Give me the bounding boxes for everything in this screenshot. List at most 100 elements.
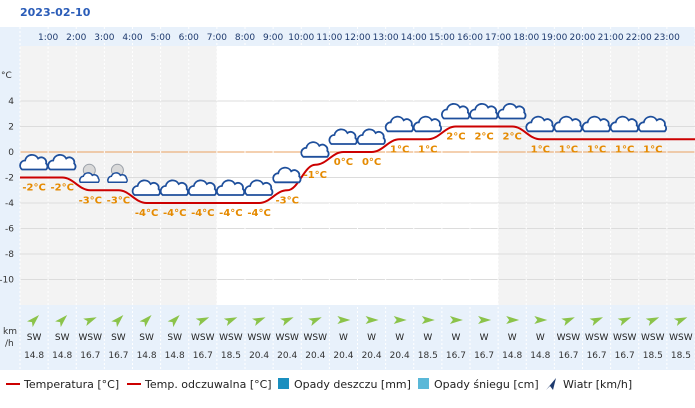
- wind-row: km/h SW 14.8 SW 14.8 WSW 16.7 SW 16.7 SW 14.8 SW 14.…: [3, 315, 693, 361]
- temperature-label: 1°C: [643, 144, 662, 155]
- y-tick-label: 4: [8, 97, 14, 107]
- series-lines: [20, 125, 695, 204]
- temperature-label: 2°C: [474, 132, 493, 143]
- wind-direction-label: W: [480, 333, 489, 343]
- hour-label: 19:00: [541, 33, 567, 43]
- cloud-icon: [384, 115, 414, 133]
- wind-arrow-icon: [561, 317, 575, 327]
- hour-label: 13:00: [373, 33, 399, 43]
- cloud-night-icon: [79, 163, 100, 184]
- cloud-icon: [553, 115, 583, 133]
- temperature-label: -4°C: [247, 208, 270, 219]
- hour-label: 9:00: [263, 33, 283, 43]
- wind-arrow-icon: [280, 317, 294, 327]
- weather-icons: [19, 103, 667, 196]
- wind-arrow-icon: [589, 317, 604, 327]
- wind-arrow-shape: [280, 317, 294, 327]
- wind-arrow-icon: [167, 315, 180, 328]
- legend-wind-icon: [546, 378, 556, 390]
- wind-arrow-shape: [195, 317, 210, 327]
- wind-direction-label: WSW: [275, 333, 299, 343]
- wind-arrow-shape: [308, 317, 322, 327]
- wind-speed-label: 14.8: [137, 351, 157, 361]
- cloud-icon: [272, 166, 302, 184]
- temperature-label: 1°C: [559, 144, 578, 155]
- wind-arrow-shape: [617, 317, 632, 327]
- cloud-shape: [553, 115, 583, 133]
- temperature-label: -3°C: [107, 195, 130, 206]
- wind-speed-label: 16.7: [80, 351, 100, 361]
- legend-rain-label: Opady deszczu [mm]: [294, 378, 411, 391]
- wind-direction-label: WSW: [669, 333, 693, 343]
- temperature-label: -4°C: [191, 208, 214, 219]
- wind-arrow-shape: [27, 315, 40, 328]
- wind-arrow-icon: [139, 315, 152, 328]
- y-axis: °C 4 2 0 -2 -4 -6 -8 -10: [0, 71, 14, 286]
- wind-arrow-shape: [534, 316, 548, 324]
- wind-speed-label: 14.8: [165, 351, 185, 361]
- legend-snow-swatch: [418, 378, 429, 389]
- wind-arrow-shape: [365, 316, 379, 324]
- wind-arrow-shape: [252, 317, 266, 327]
- cloud-icon: [356, 128, 386, 145]
- cloud-shape: [328, 128, 358, 145]
- cloud-icon: [525, 115, 555, 133]
- wind-arrow-icon: [673, 317, 688, 327]
- legend-feels-like-label: Temp. odczuwalna [°C]: [144, 378, 272, 391]
- cloud-icon: [637, 115, 667, 133]
- wind-direction-label: WSW: [557, 333, 581, 343]
- cloud-shape: [131, 179, 161, 196]
- temperature-label: 0°C: [334, 157, 353, 168]
- temperature-line: [20, 125, 695, 204]
- wind-arrow-shape: [139, 315, 152, 328]
- cloud-shape: [525, 115, 555, 133]
- y-tick-label: -8: [5, 250, 14, 260]
- wind-speed-label: 20.4: [277, 351, 297, 361]
- wind-arrow-shape: [589, 317, 604, 327]
- temperature-label: -4°C: [163, 208, 186, 219]
- hour-label: 17:00: [485, 33, 511, 43]
- wind-speed-label: 20.4: [362, 351, 382, 361]
- wind-direction-label: SW: [111, 333, 126, 343]
- hour-label: 6:00: [179, 33, 199, 43]
- cloud-icon: [216, 179, 246, 196]
- axis-strip: [0, 27, 20, 370]
- temperature-label: 0°C: [362, 157, 381, 168]
- temperature-label: -4°C: [219, 208, 242, 219]
- wind-direction-label: W: [451, 333, 460, 343]
- cloud-icon: [19, 154, 49, 171]
- temperature-label: 1°C: [418, 144, 437, 155]
- cloud-shape: [412, 115, 442, 133]
- hour-strip: [0, 27, 695, 46]
- wind-direction-label: W: [423, 333, 432, 343]
- wind-direction-label: WSW: [304, 333, 328, 343]
- wind-arrow-icon: [617, 317, 632, 327]
- y-tick-label: 0: [8, 148, 14, 158]
- wind-arrow-shape: [561, 317, 575, 327]
- cloud-icon: [497, 103, 527, 120]
- wind-arrow-icon: [393, 316, 407, 324]
- cloud-shape: [159, 179, 189, 196]
- cloud-shape: [469, 103, 499, 120]
- wind-direction-label: SW: [167, 333, 182, 343]
- hour-label: 11:00: [316, 33, 342, 43]
- cloud-shape: [19, 154, 49, 171]
- hour-label: 15:00: [429, 33, 455, 43]
- wind-arrow-shape: [223, 317, 238, 327]
- wind-arrow-shape: [55, 315, 68, 328]
- cloud-shape: [441, 103, 471, 120]
- cloud-shape: [47, 154, 77, 171]
- wind-arrow-shape: [337, 316, 351, 324]
- cloud-shape: [216, 179, 246, 196]
- wind-direction-label: WSW: [191, 333, 215, 343]
- cloud-shape: [79, 172, 100, 184]
- wind-speed-label: 16.7: [558, 351, 578, 361]
- wind-arrow-shape: [393, 316, 407, 324]
- hour-label: 16:00: [457, 33, 483, 43]
- cloud-icon: [131, 179, 161, 196]
- wind-speed-label: 20.4: [249, 351, 269, 361]
- temperature-label: -3°C: [79, 195, 102, 206]
- wind-arrow-icon: [308, 317, 322, 327]
- temperature-labels: -2°C -2°C -3°C -3°C -4°C -4°C -4°C -4°C -4°C -3°C…: [22, 132, 662, 220]
- wind-arrow-icon: [83, 317, 97, 327]
